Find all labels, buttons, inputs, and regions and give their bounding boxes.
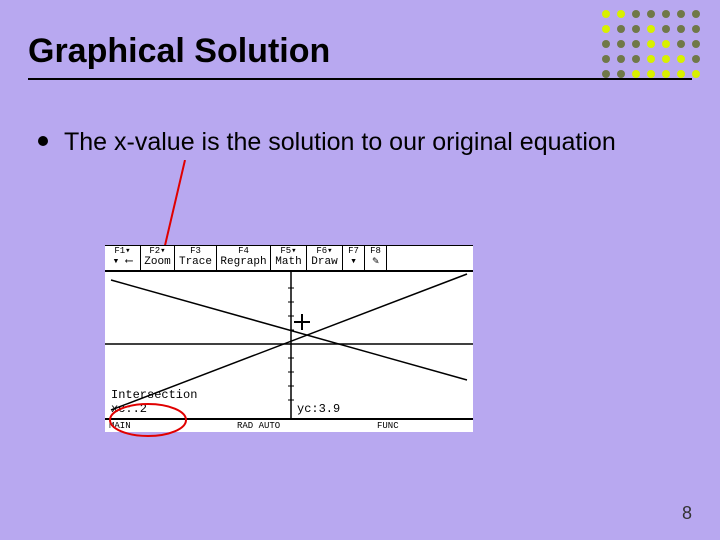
status-mode: RAD AUTO <box>233 421 373 431</box>
calc-status-bar: MAIN RAD AUTO FUNC <box>105 418 473 432</box>
intersection-label: Intersection <box>111 388 197 402</box>
bullet-marker <box>38 136 48 146</box>
calc-graph-area: Intersection xc:.2 yc:3.9 <box>105 272 473 418</box>
title-underline <box>28 78 692 80</box>
menu-item: F1▾▾ ⟵ <box>105 246 141 270</box>
menu-item: F8✎ <box>365 246 387 270</box>
menu-item: F3Trace <box>175 246 217 270</box>
menu-item: F7▾ <box>343 246 365 270</box>
menu-item: F2▾Zoom <box>141 246 175 270</box>
bullet-text: The x-value is the solution to our origi… <box>64 126 616 159</box>
bullet-item: The x-value is the solution to our origi… <box>38 126 638 159</box>
slide-title: Graphical Solution <box>28 32 330 71</box>
status-func: FUNC <box>373 421 399 431</box>
yc-value: yc:3.9 <box>297 402 340 416</box>
menu-item: F4Regraph <box>217 246 271 270</box>
status-main: MAIN <box>105 421 233 431</box>
calculator-screenshot: F1▾▾ ⟵F2▾ZoomF3TraceF4RegraphF5▾MathF6▾D… <box>105 245 473 432</box>
menu-item: F6▾Draw <box>307 246 343 270</box>
corner-decoration <box>600 8 710 83</box>
page-number: 8 <box>682 503 692 524</box>
xc-value: xc:.2 <box>111 402 147 416</box>
menu-item: F5▾Math <box>271 246 307 270</box>
calc-menu-bar: F1▾▾ ⟵F2▾ZoomF3TraceF4RegraphF5▾MathF6▾D… <box>105 246 473 272</box>
